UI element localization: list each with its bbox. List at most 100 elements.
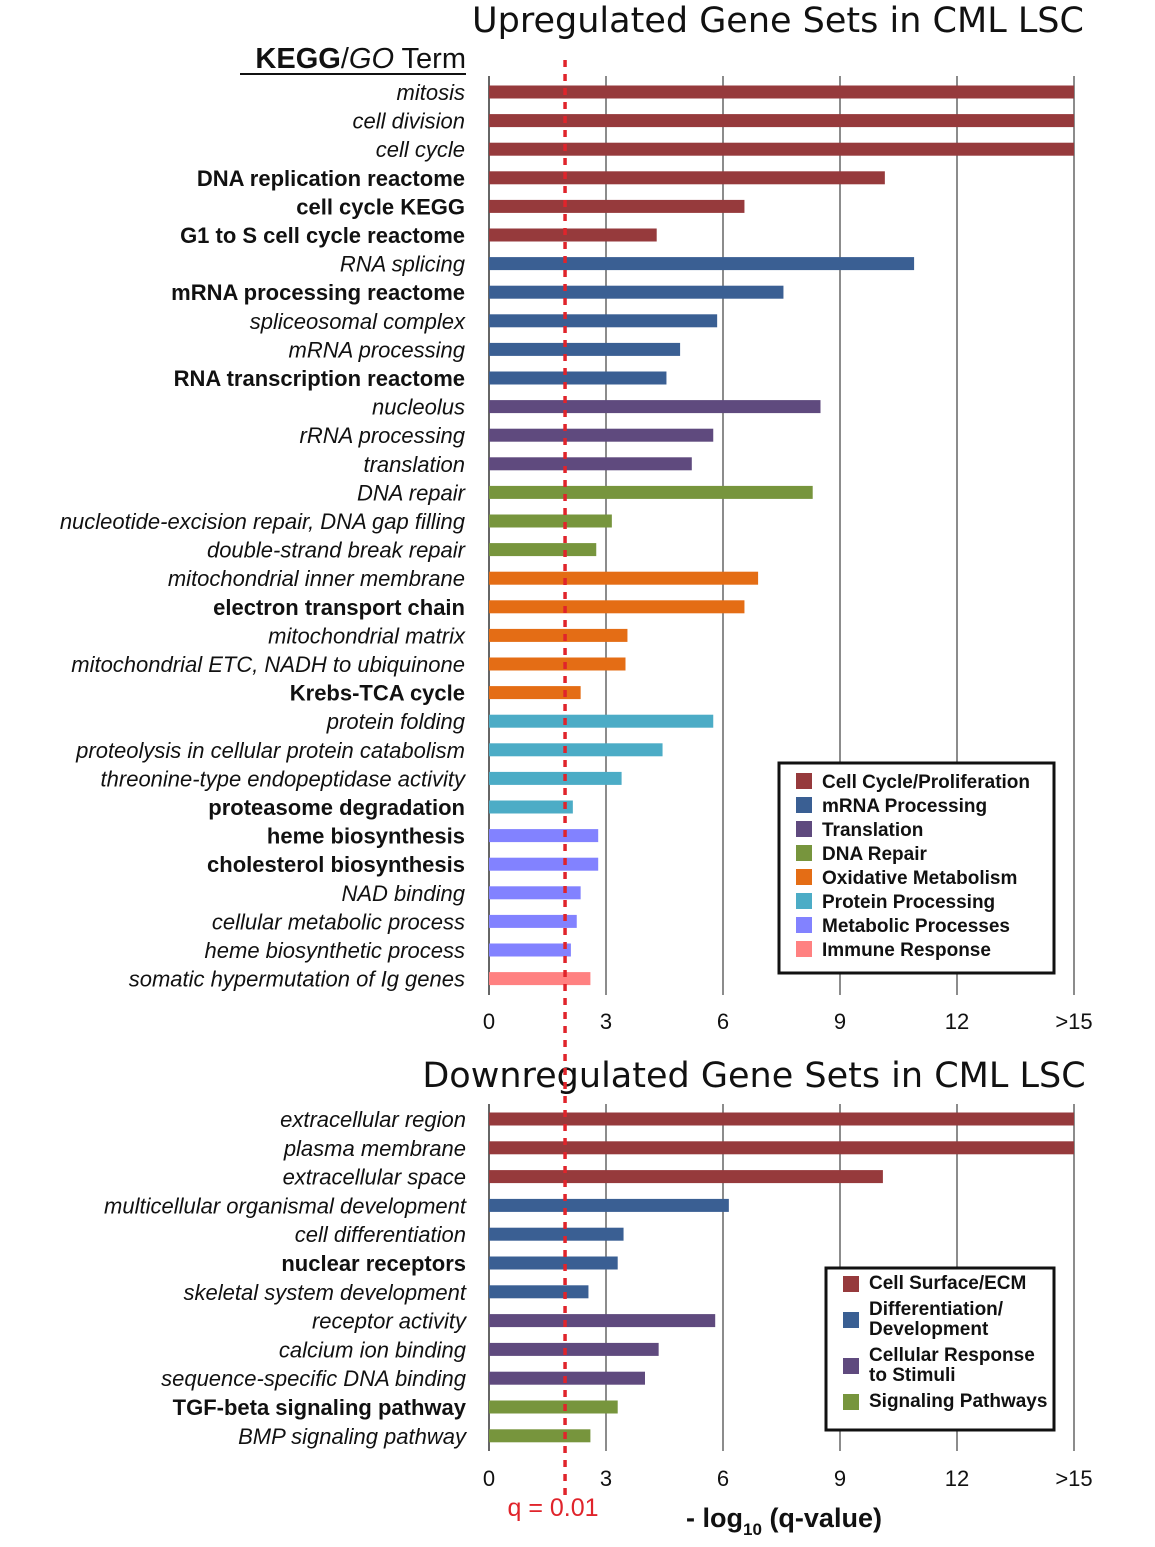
term-label: cholesterol biosynthesis [207, 852, 465, 877]
downregulated-bars [489, 1112, 1074, 1443]
term-label: mitochondrial matrix [268, 623, 466, 648]
x-axis-label: - log10 (q-value) [686, 1503, 882, 1539]
legend-swatch-dna-repair [796, 845, 812, 861]
term-label: mitochondrial inner membrane [168, 566, 465, 591]
bar-extracellular-region [489, 1112, 1074, 1126]
bar-extracellular-space [489, 1170, 883, 1184]
downregulated-term-labels: extracellular region plasma membrane extra… [104, 1107, 468, 1449]
bar-skeletal-system-development [489, 1285, 589, 1299]
legend-swatch-immune-response [796, 941, 812, 957]
bar-rna-transcription-reactome [489, 371, 667, 385]
term-label: proteolysis in cellular protein cataboli… [75, 738, 465, 763]
term-label: proteasome degradation [208, 795, 465, 820]
legend-label: Cell Surface/ECM [869, 1273, 1026, 1294]
bar-tgf-beta-signaling-pathway [489, 1400, 618, 1414]
legend-label: Development [869, 1319, 989, 1340]
bar-mrna-processing-reactome [489, 285, 784, 299]
term-label: translation [363, 452, 465, 477]
bar-threonine-type-endopeptidase-activity [489, 771, 622, 785]
bar-mrna-processing [489, 342, 681, 356]
bar-nuclear-receptors [489, 1256, 618, 1270]
legend-label: Differentiation/ [869, 1299, 1004, 1320]
bar-rrna-processing [489, 428, 714, 442]
term-label: cell division [353, 109, 466, 134]
legend-label: Metabolic Processes [822, 916, 1010, 937]
bar-heme-biosynthesis [489, 829, 599, 843]
x-tick-label: >15 [1055, 1009, 1092, 1034]
term-label: RNA transcription reactome [174, 366, 465, 391]
bar-cell-differentiation [489, 1227, 624, 1241]
legend-label: to Stimuli [869, 1365, 956, 1386]
downregulated-legend: Cell Surface/ECM Differentiation/Developm… [824, 1266, 1056, 1432]
term-label: double-strand break repair [207, 538, 467, 563]
legend-box [824, 1266, 1056, 1432]
legend-swatch-oxidative-metabolism [796, 869, 812, 885]
term-label: plasma membrane [283, 1136, 466, 1161]
term-label: electron transport chain [213, 595, 465, 620]
legend-swatch-protein-processing [796, 893, 812, 909]
bar-calcium-ion-binding [489, 1342, 659, 1356]
x-axis-label-subscript: 10 [743, 1520, 762, 1539]
term-label: BMP signaling pathway [238, 1424, 468, 1449]
x-tick-label: 6 [717, 1466, 729, 1491]
bar-receptor-activity [489, 1314, 716, 1328]
term-label: extracellular region [280, 1107, 466, 1132]
term-label: cell cycle [376, 137, 465, 162]
term-label: extracellular space [283, 1165, 466, 1190]
bar-mitosis [489, 85, 1074, 99]
x-tick-label: 9 [834, 1009, 846, 1034]
bar-multicellular-organismal-development [489, 1198, 729, 1212]
term-label: RNA splicing [340, 252, 466, 277]
term-label: DNA repair [357, 480, 467, 505]
bar-dna-repair [489, 485, 813, 499]
term-label: receptor activity [312, 1309, 468, 1334]
legend-label: Protein Processing [822, 892, 995, 913]
term-label: calcium ion binding [279, 1337, 467, 1362]
bar-rna-splicing [489, 257, 915, 271]
header-kegg: KEGG [255, 43, 340, 75]
x-tick-label: 12 [945, 1466, 969, 1491]
upregulated-chart-title: Upregulated Gene Sets in CML LSC [472, 1, 1084, 41]
legend-label: mRNA Processing [822, 796, 987, 817]
header-term: Term [394, 43, 466, 75]
x-tick-label: 3 [600, 1466, 612, 1491]
upregulated-bars [489, 85, 1074, 986]
legend-swatch-differentiation-development [843, 1312, 859, 1328]
bar-translation [489, 457, 692, 471]
bar-mitochondrial-etc-nadh-to-ubiquinone [489, 657, 626, 671]
term-label: rRNA processing [300, 423, 466, 448]
bar-proteolysis-in-cellular-protein-catabolism [489, 743, 663, 757]
term-label: nucleolus [372, 395, 465, 420]
bar-heme-biosynthetic-process [489, 943, 571, 957]
bar-sequence-specific-dna-binding [489, 1371, 645, 1385]
term-label: mRNA processing [289, 337, 466, 362]
legend-swatch-mrna-processing [796, 797, 812, 813]
upregulated-tick-labels: 0 3 6 9 12 >15 [483, 1009, 1093, 1034]
bar-cell-cycle-kegg [489, 199, 745, 213]
term-label: nucleotide-excision repair, DNA gap fill… [60, 509, 466, 534]
term-column-header: KEGG/GO Term [255, 43, 466, 75]
downregulated-chart-title: Downregulated Gene Sets in CML LSC [422, 1056, 1085, 1096]
legend-label: Cellular Response [869, 1345, 1035, 1366]
bar-cellular-metabolic-process [489, 914, 577, 928]
term-label: multicellular organismal development [104, 1193, 467, 1218]
q-threshold-label: q = 0.01 [507, 1494, 598, 1522]
x-tick-label: 9 [834, 1466, 846, 1491]
term-label: somatic hypermutation of Ig genes [129, 967, 465, 992]
legend-swatch-cell-surface-ecm [843, 1276, 859, 1292]
term-label: G1 to S cell cycle reactome [180, 223, 465, 248]
legend-swatch-translation [796, 821, 812, 837]
legend-label: Translation [822, 820, 923, 841]
term-label: Krebs-TCA cycle [290, 681, 465, 706]
bar-nad-binding [489, 886, 581, 900]
term-label: protein folding [326, 709, 466, 734]
legend-swatch-cell-cycle-proliferation [796, 773, 812, 789]
term-label: heme biosynthetic process [205, 938, 465, 963]
bar-double-strand-break-repair [489, 543, 597, 557]
legend-swatch-cellular-response-to-stimuli [843, 1358, 859, 1374]
bar-electron-transport-chain [489, 600, 745, 614]
bar-proteasome-degradation [489, 800, 573, 814]
x-tick-label: 0 [483, 1009, 495, 1034]
bar-cell-division [489, 114, 1074, 128]
term-label: DNA replication reactome [197, 166, 465, 191]
